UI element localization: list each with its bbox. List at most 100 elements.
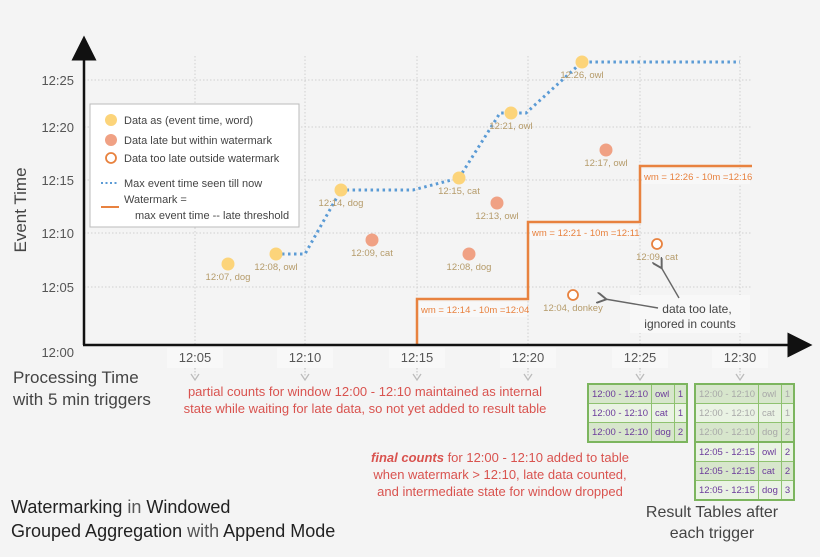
- legend-watermark-2: max event time -- late threshold: [135, 210, 289, 222]
- y-axis-label: Event Time: [11, 167, 30, 252]
- arrow-to-donkey-icon: [605, 299, 659, 309]
- count-cell: 2: [780, 422, 795, 443]
- too-late-point-icon: [567, 289, 579, 301]
- y-tick-label: 12:20: [41, 120, 74, 135]
- window-cell: 12:00 - 12:10: [694, 383, 759, 404]
- table-row: 12:05 - 12:15 cat 2: [694, 461, 795, 481]
- count-cell: 3: [780, 480, 795, 501]
- down-arrow-icon: [300, 373, 310, 382]
- late-point-icon: [365, 233, 379, 247]
- word-cell: owl: [758, 383, 782, 404]
- too-late-callout: data too late, ignored in counts: [605, 267, 750, 333]
- count-cell: 1: [673, 403, 688, 423]
- count-cell: 2: [780, 461, 795, 481]
- too-late-legend-icon: [105, 152, 117, 164]
- table-row: 12:05 - 12:15 dog 3: [694, 480, 795, 501]
- watermark-label: wm = 12:14 - 10m =12:04: [420, 305, 529, 316]
- legend-max-event: Max event time seen till now: [124, 178, 262, 190]
- x-axis-ticks: 12:05 12:10 12:15 12:20 12:25 12:30: [167, 348, 768, 368]
- window-cell: 12:00 - 12:10: [587, 403, 652, 423]
- watermark-label: wm = 12:26 - 10m =12:16: [643, 172, 752, 183]
- y-tick-label: 12:10: [41, 226, 74, 241]
- result-tables-caption: Result Tables after each trigger: [622, 502, 802, 544]
- down-arrow-icon: [412, 373, 422, 382]
- word-cell: cat: [758, 403, 782, 423]
- result-table-1225: 12:00 - 12:10 owl 1 12:00 - 12:10 cat 1 12:00 …: [587, 383, 689, 443]
- x-axis-label-line2: with 5 min triggers: [13, 390, 151, 409]
- legend-on-time: Data as (event time, word): [124, 115, 253, 127]
- final-counts-note: final counts for 12:00 - 12:10 added to …: [355, 449, 645, 500]
- point-label: 12:08, owl: [254, 262, 297, 273]
- count-cell: 2: [780, 441, 795, 462]
- arrow-to-cat-icon: [661, 267, 680, 299]
- legend: Data as (event time, word) Data late but…: [89, 103, 300, 228]
- result-table-1230: 12:00 - 12:10 owl 1 12:00 - 12:10 cat 1 12:00 …: [694, 383, 796, 501]
- window-cell: 12:00 - 12:10: [694, 422, 759, 443]
- title-with: with: [182, 521, 224, 541]
- trigger-arrows: [190, 368, 745, 382]
- watermark-line: [415, 164, 752, 345]
- count-cell: 1: [780, 403, 795, 423]
- point-label: 12:26, owl: [560, 70, 603, 81]
- y-tick-label: 12:05: [41, 280, 74, 295]
- too-late-text-1: data too late,: [662, 302, 731, 316]
- window-cell: 12:00 - 12:10: [587, 383, 652, 404]
- result-caption-line2: each trigger: [669, 525, 755, 542]
- on-time-legend-icon: [105, 114, 117, 126]
- down-arrow-icon: [635, 373, 645, 382]
- partial-counts-line1: partial counts for window 12:00 - 12:10 …: [187, 384, 543, 399]
- x-tick-label: 12:10: [289, 350, 322, 365]
- table-row: 12:00 - 12:10 dog 2: [694, 422, 795, 443]
- window-cell: 12:05 - 12:15: [694, 480, 759, 501]
- y-tick-label: 12:00: [41, 345, 74, 360]
- y-tick-label: 12:15: [41, 173, 74, 188]
- too-late-text-2: ignored in counts: [644, 317, 735, 331]
- point-label: 12:09, cat: [636, 252, 678, 263]
- late-point-icon: [599, 143, 613, 157]
- late-within-legend-icon: [105, 134, 117, 146]
- y-tick-label: 12:25: [41, 73, 74, 88]
- word-cell: dog: [758, 422, 782, 443]
- on-time-point-icon: [504, 106, 518, 120]
- result-caption-line1: Result Tables after: [645, 504, 779, 521]
- window-cell: 12:00 - 12:10: [694, 403, 759, 423]
- partial-counts-note: partial counts for window 12:00 - 12:10 …: [165, 383, 565, 417]
- title-in: in: [122, 497, 147, 517]
- on-time-point-icon: [334, 183, 348, 197]
- grid-lines: [84, 56, 752, 345]
- on-time-point-icon: [269, 247, 283, 261]
- legend-watermark-1: Watermark =: [124, 194, 187, 206]
- diagram-title: Watermarking in Windowed Grouped Aggrega…: [11, 495, 335, 543]
- point-label: 12:04, donkey: [543, 303, 603, 314]
- legend-late-within: Data late but within watermark: [124, 135, 272, 147]
- table-row: 12:00 - 12:10 dog 2: [587, 422, 688, 443]
- on-time-point-icon: [452, 171, 466, 185]
- table-row: 12:00 - 12:10 cat 1: [587, 403, 688, 423]
- down-arrow-icon: [735, 373, 745, 382]
- point-label: 12:14, dog: [319, 198, 364, 209]
- late-point-icon: [490, 196, 504, 210]
- word-cell: cat: [651, 403, 675, 423]
- x-tick-label: 12:15: [401, 350, 434, 365]
- y-axis-ticks: 12:00 12:05 12:10 12:15 12:20 12:25: [41, 73, 74, 360]
- title-windowed: Windowed: [146, 497, 231, 517]
- word-cell: cat: [758, 461, 782, 481]
- window-cell: 12:05 - 12:15: [694, 441, 759, 462]
- point-label: 12:08, dog: [447, 262, 492, 273]
- x-axis-label: Processing Time with 5 min triggers: [13, 367, 151, 411]
- point-label: 12:17, owl: [584, 158, 627, 169]
- legend-too-late: Data too late outside watermark: [124, 153, 280, 165]
- word-cell: dog: [758, 480, 782, 501]
- down-arrow-icon: [190, 373, 200, 382]
- partial-counts-line2: state while waiting for late data, so no…: [183, 401, 547, 416]
- watermark-labels: wm = 12:14 - 10m =12:04 wm = 12:21 - 10m …: [419, 169, 752, 317]
- x-axis-label-line1: Processing Time: [13, 368, 139, 387]
- count-cell: 1: [780, 383, 795, 404]
- word-cell: owl: [651, 383, 675, 404]
- window-cell: 12:05 - 12:15: [694, 461, 759, 481]
- on-time-point-icon: [221, 257, 235, 271]
- title-append-mode: Append Mode: [223, 521, 336, 541]
- word-cell: owl: [758, 441, 782, 462]
- table-row: 12:05 - 12:15 owl 2: [694, 441, 795, 462]
